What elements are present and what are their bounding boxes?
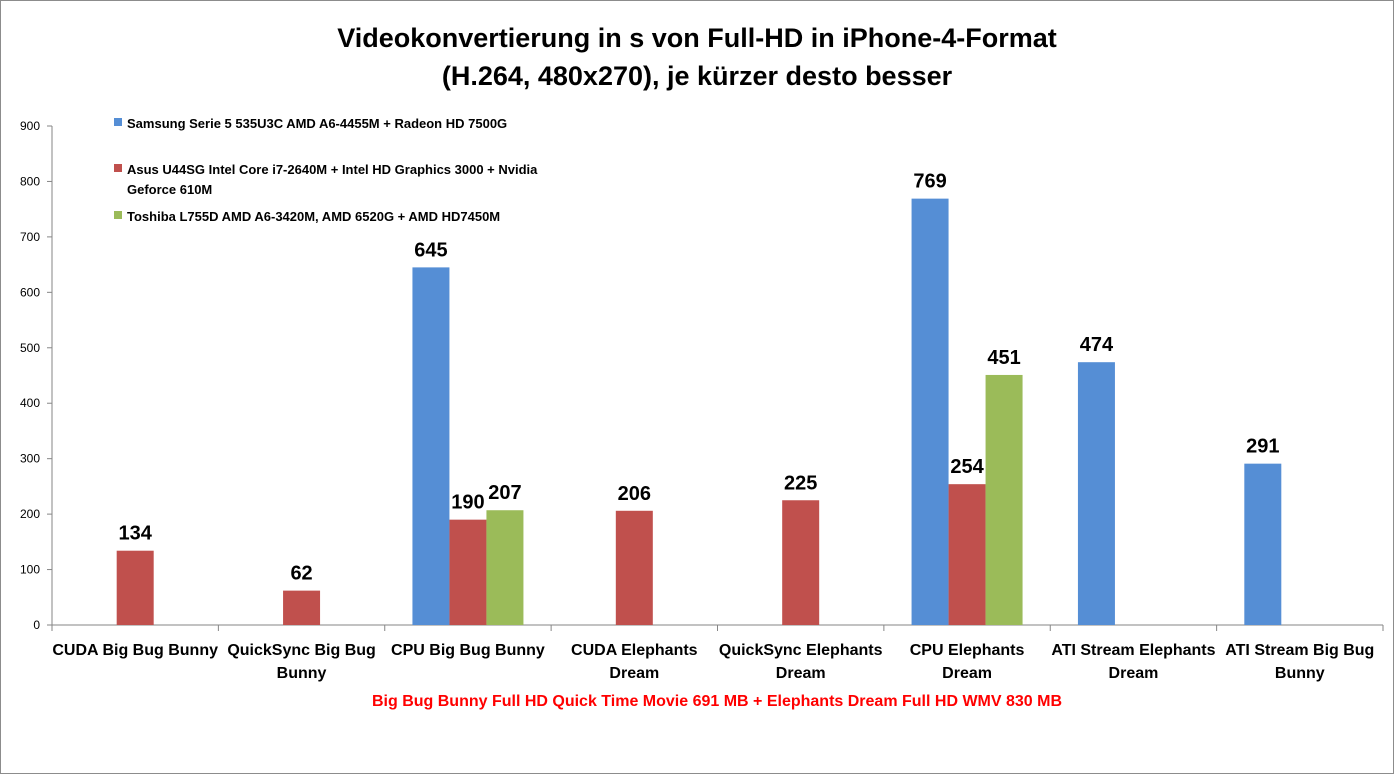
data-label: 134 (119, 523, 153, 545)
x-category-label: CPU Elephants (910, 642, 1025, 659)
y-tick-label: 0 (33, 618, 40, 632)
y-tick-label: 800 (20, 174, 40, 188)
bar (486, 510, 524, 625)
y-tick-label: 600 (20, 285, 40, 299)
data-label: 291 (1246, 436, 1279, 458)
y-tick-label: 500 (20, 341, 40, 355)
x-category-label: CUDA Elephants (571, 642, 698, 659)
bar (948, 484, 986, 625)
data-label: 207 (488, 482, 521, 504)
y-tick-label: 900 (20, 119, 40, 133)
legend-label: Geforce 610M (127, 182, 212, 197)
data-label: 254 (950, 456, 984, 478)
x-category-label: QuickSync Big Bug (227, 642, 375, 659)
y-tick-label: 200 (20, 507, 40, 521)
data-label: 225 (784, 472, 817, 494)
y-tick-label: 100 (20, 563, 40, 577)
legend-label: Asus U44SG Intel Core i7-2640M + Intel H… (127, 162, 538, 177)
bar (911, 198, 949, 626)
y-tick-label: 700 (20, 230, 40, 244)
bar (985, 374, 1023, 625)
x-category-label: CUDA Big Bug Bunny (52, 642, 218, 659)
bar (449, 519, 487, 625)
x-category-label: Bunny (277, 665, 327, 682)
y-tick-label: 400 (20, 396, 40, 410)
data-label: 206 (618, 483, 651, 505)
legend-label: Toshiba L755D AMD A6-3420M, AMD 6520G + … (127, 209, 500, 224)
bar (283, 590, 321, 625)
data-label: 769 (913, 171, 946, 193)
chart-title-line: (H.264, 480x270), je kürzer desto besser (442, 61, 953, 91)
data-label: 474 (1080, 334, 1114, 356)
data-label: 62 (290, 563, 312, 585)
x-category-label: Dream (776, 665, 826, 682)
x-axis-title: Big Bug Bunny Full HD Quick Time Movie 6… (372, 693, 1062, 710)
bar (116, 550, 154, 625)
legend-swatch (114, 211, 122, 219)
chart-title-line: Videokonvertierung in s von Full-HD in i… (337, 23, 1057, 53)
data-label: 451 (987, 347, 1020, 369)
data-label: 645 (414, 239, 447, 261)
x-category-label: Bunny (1275, 665, 1325, 682)
legend-swatch (114, 164, 122, 172)
legend-swatch (114, 118, 122, 126)
legend-label: Samsung Serie 5 535U3C AMD A6-4455M + Ra… (127, 116, 507, 131)
x-category-label: QuickSync Elephants (719, 642, 883, 659)
x-category-label: ATI Stream Big Bug (1225, 642, 1374, 659)
bar (1077, 362, 1115, 625)
x-category-label: CPU Big Bug Bunny (391, 642, 545, 659)
x-category-label: Dream (1109, 665, 1159, 682)
bar (782, 500, 820, 625)
x-category-label: ATI Stream Elephants (1051, 642, 1215, 659)
bar (412, 267, 450, 625)
data-label: 190 (451, 492, 484, 514)
y-tick-label: 300 (20, 452, 40, 466)
bar (1244, 463, 1282, 625)
x-category-label: Dream (609, 665, 659, 682)
x-category-label: Dream (942, 665, 992, 682)
bar (615, 510, 653, 625)
